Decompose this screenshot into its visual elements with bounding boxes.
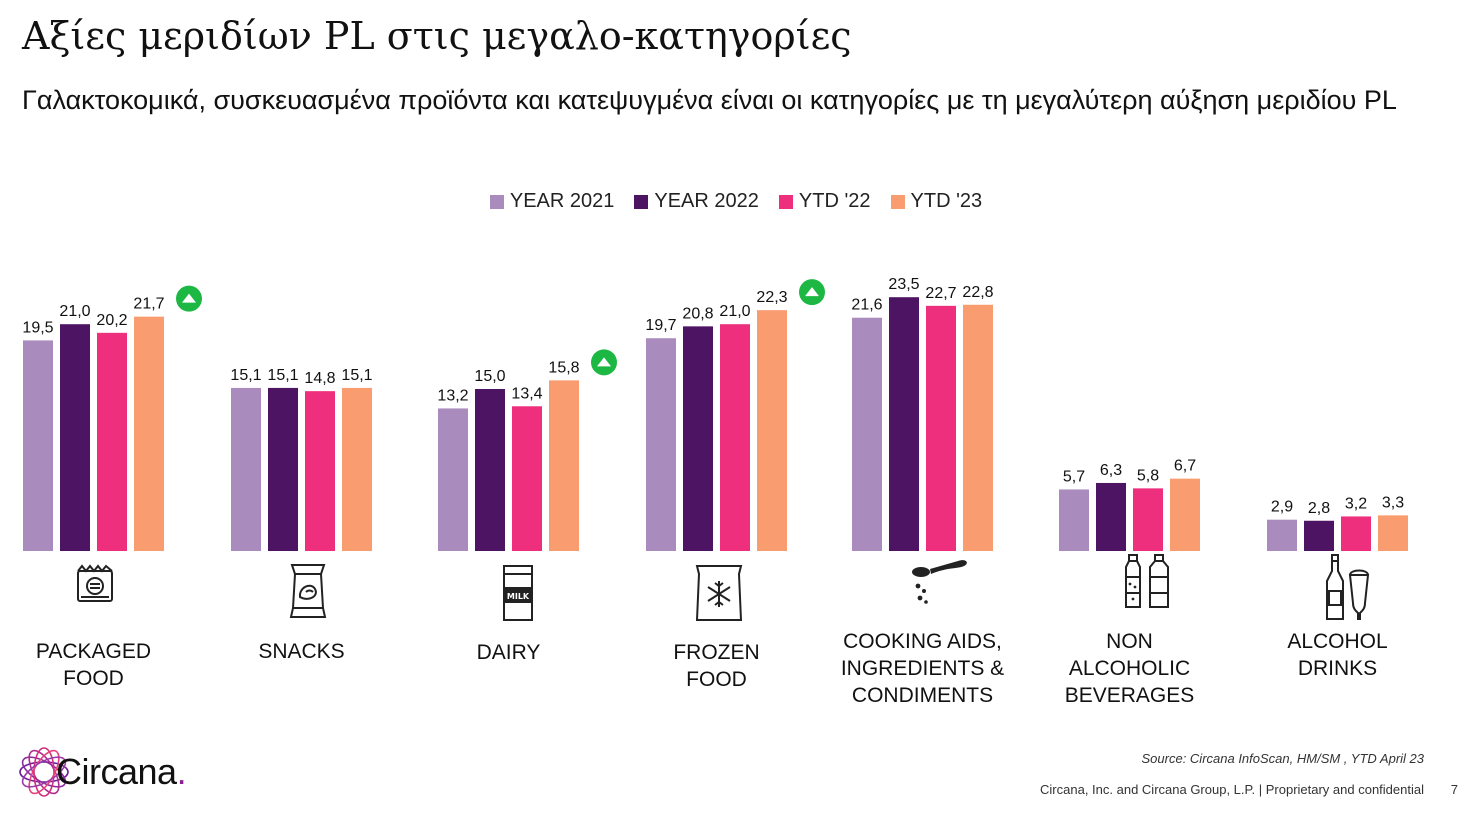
legend-label: YEAR 2021 bbox=[509, 190, 615, 212]
bar-value-label: 15,1 bbox=[230, 367, 261, 384]
legend-item-0: YEAR 2021 bbox=[489, 190, 615, 213]
category-label: PACKAGED FOOD bbox=[35, 640, 152, 690]
category-label: ALCOHOL DRINKS bbox=[1287, 630, 1388, 680]
bar-value-label: 15,0 bbox=[474, 368, 505, 385]
bar bbox=[1304, 520, 1334, 551]
bar bbox=[1096, 482, 1126, 551]
bar bbox=[60, 324, 90, 551]
bar-value-label: 15,1 bbox=[341, 367, 372, 384]
bar-value-label: 19,5 bbox=[22, 319, 53, 336]
svg-text:MILK: MILK bbox=[507, 592, 530, 601]
bar bbox=[134, 316, 164, 551]
legend-label: YTD '23 bbox=[910, 190, 983, 212]
legend-item-3: YTD '23 bbox=[890, 190, 983, 213]
growth-up-icon bbox=[176, 285, 202, 312]
bar-value-label: 21,6 bbox=[851, 297, 882, 314]
circana-logo: Circana. bbox=[16, 744, 187, 800]
bar-value-label: 20,2 bbox=[96, 312, 127, 329]
bar-value-label: 2,9 bbox=[1271, 499, 1293, 516]
bar-value-label: 15,1 bbox=[267, 367, 298, 384]
bar-value-label: 22,7 bbox=[925, 285, 956, 302]
logo-wordmark: Circana bbox=[56, 751, 177, 792]
legend-label: YTD '22 bbox=[798, 190, 871, 212]
legend-item-2: YTD '22 bbox=[778, 190, 871, 213]
logo-dot: . bbox=[176, 751, 187, 792]
page-number: 7 bbox=[1450, 782, 1458, 797]
category-label: NON ALCOHOLIC BEVERAGES bbox=[1064, 630, 1195, 707]
bar bbox=[889, 297, 919, 551]
frozen-food-icon bbox=[695, 565, 743, 621]
category-label: SNACKS bbox=[258, 640, 345, 663]
bar bbox=[852, 317, 882, 551]
bar bbox=[963, 304, 993, 551]
bar-value-label: 14,8 bbox=[304, 370, 335, 387]
bar bbox=[683, 326, 713, 551]
bar-value-label: 23,5 bbox=[888, 276, 919, 293]
bar bbox=[231, 387, 261, 551]
bar-value-label: 3,3 bbox=[1382, 494, 1404, 511]
chart-legend: YEAR 2021 YEAR 2022 YTD '22 YTD '23 bbox=[0, 190, 1472, 213]
snacks-icon bbox=[289, 564, 327, 618]
legend-swatch bbox=[890, 194, 905, 209]
category-label: FROZEN FOOD bbox=[673, 641, 760, 691]
bar-value-label: 13,4 bbox=[511, 385, 542, 402]
milk-carton-icon: MILK bbox=[503, 565, 533, 621]
bar-value-label: 13,2 bbox=[437, 387, 468, 404]
bar bbox=[926, 305, 956, 551]
legend-label: YEAR 2022 bbox=[654, 190, 759, 212]
legend-swatch bbox=[778, 194, 793, 209]
growth-up-icon bbox=[591, 349, 617, 376]
bar bbox=[512, 406, 542, 551]
bar bbox=[475, 389, 505, 551]
bar bbox=[1059, 489, 1089, 551]
alcohol-icon bbox=[1326, 554, 1370, 620]
bar-value-label: 21,0 bbox=[59, 303, 90, 320]
bar bbox=[1133, 488, 1163, 551]
packaged-food-icon bbox=[77, 564, 113, 602]
bar bbox=[646, 338, 676, 551]
slide-subtitle: Γαλακτοκομικά, συσκευασμένα προϊόντα και… bbox=[22, 85, 1397, 115]
bar bbox=[23, 340, 53, 551]
bar-value-label: 2,8 bbox=[1308, 500, 1330, 517]
bar-value-label: 5,8 bbox=[1137, 467, 1159, 484]
growth-up-icon bbox=[799, 279, 825, 306]
bar bbox=[720, 324, 750, 551]
spoon-icon bbox=[912, 560, 967, 604]
bar-value-label: 6,7 bbox=[1174, 458, 1196, 475]
bar-value-label: 20,8 bbox=[682, 305, 713, 322]
bar bbox=[342, 387, 372, 551]
bar-value-label: 19,7 bbox=[645, 317, 676, 334]
bar-value-label: 22,3 bbox=[756, 289, 787, 306]
bottles-icon bbox=[1125, 554, 1169, 608]
bar-value-label: 22,8 bbox=[962, 284, 993, 301]
bar-value-label: 15,8 bbox=[548, 359, 579, 376]
bar bbox=[1267, 519, 1297, 551]
category-label: DAIRY bbox=[476, 641, 541, 664]
bar-value-label: 6,3 bbox=[1100, 462, 1122, 479]
bar bbox=[97, 332, 127, 551]
footer-legal: Circana, Inc. and Circana Group, L.P. | … bbox=[1040, 782, 1424, 797]
bar-value-label: 5,7 bbox=[1063, 468, 1085, 485]
bar bbox=[268, 387, 298, 551]
bar bbox=[1170, 478, 1200, 551]
bar bbox=[757, 310, 787, 551]
legend-swatch bbox=[489, 194, 504, 209]
bar-value-label: 21,0 bbox=[719, 303, 750, 320]
bar bbox=[1341, 516, 1371, 551]
source-note: Source: Circana InfoScan, HM/SM , YTD Ap… bbox=[1141, 751, 1425, 766]
category-label: COOKING AIDS, INGREDIENTS & CONDIMENTS bbox=[840, 630, 1005, 707]
bar-value-label: 3,2 bbox=[1345, 495, 1367, 512]
bar bbox=[438, 408, 468, 551]
bar bbox=[305, 391, 335, 551]
bar-chart: 19,5 21,0 20,2 21,7 15,1 15,1 14,8 15,1 13,2 15,0… bbox=[22, 276, 1408, 551]
legend-swatch bbox=[634, 194, 649, 209]
bar-value-label: 21,7 bbox=[133, 296, 164, 313]
bar bbox=[549, 380, 579, 551]
legend-item-1: YEAR 2022 bbox=[634, 190, 759, 213]
slide-title: Αξίες μεριδίων PL στις μεγαλο-κατηγορίες bbox=[22, 14, 852, 58]
bar bbox=[1378, 515, 1408, 551]
circana-logo-mark-icon bbox=[19, 747, 69, 797]
